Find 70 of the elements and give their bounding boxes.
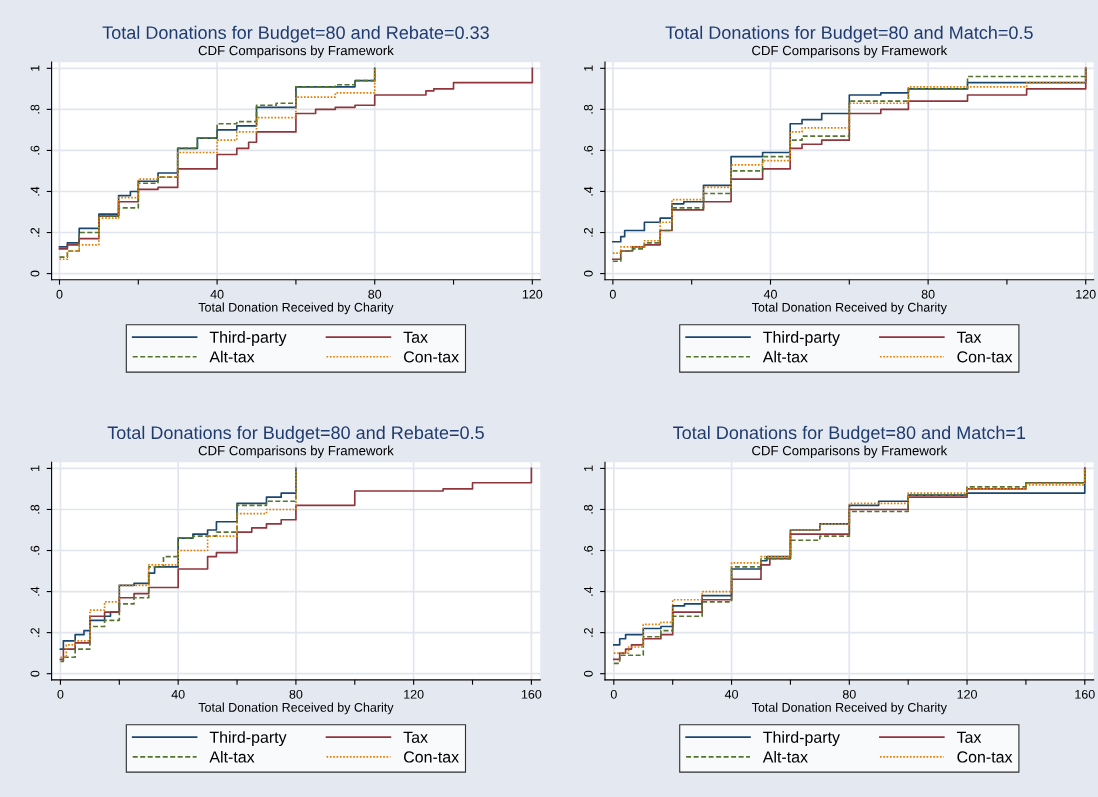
- legend-label: Third-party: [209, 331, 287, 346]
- y-tick-label: .2: [583, 227, 593, 237]
- y-tick-label: .4: [584, 586, 593, 596]
- y-tick-label: .8: [30, 104, 40, 114]
- legend-label: Third-party: [763, 331, 840, 346]
- y-tick-label: .4: [30, 186, 40, 196]
- x-tick-label: 80: [921, 289, 935, 299]
- chart-subtitle: CDF Comparisons by Framework: [198, 445, 394, 458]
- y-tick-label: .6: [583, 545, 593, 555]
- x-tick-label: 80: [368, 289, 382, 299]
- x-tick-label: 120: [522, 289, 543, 299]
- y-tick-label: 1: [30, 65, 40, 71]
- x-tick-label: 80: [842, 689, 856, 699]
- x-tick-label: 40: [171, 689, 185, 699]
- x-tick-label: 120: [404, 689, 424, 699]
- chart-title: Total Donations for Budget=80 and Match=0.5: [665, 25, 1033, 43]
- legend-label: Alt-tax: [762, 350, 808, 363]
- y-tick-label: 1: [584, 465, 593, 471]
- legend-label: Tax: [956, 731, 982, 743]
- x-tick-label: 120: [957, 689, 977, 699]
- legend-label: Alt-tax: [209, 750, 255, 763]
- x-tick-label: 80: [289, 689, 303, 699]
- x-tick-label: 40: [724, 689, 739, 699]
- x-axis-title: Total Donation Received by Charity: [198, 702, 394, 715]
- y-tick-label: .8: [30, 504, 40, 514]
- y-tick-label: 0: [30, 270, 40, 277]
- y-tick-label: .2: [30, 227, 40, 237]
- y-tick-label: .8: [583, 504, 593, 514]
- y-tick-label: 1: [30, 465, 40, 471]
- x-tick-label: 160: [521, 689, 542, 699]
- x-axis-title: Total Donation Received by Charity: [198, 302, 394, 315]
- y-tick-label: .4: [584, 186, 593, 196]
- chart-title: Total Donations for Budget=80 and Rebate=0.33: [102, 25, 489, 43]
- chart-subtitle: CDF Comparisons by Framework: [198, 45, 394, 58]
- legend-label: Con-tax: [957, 751, 1013, 763]
- x-tick-label: 0: [57, 689, 64, 699]
- legend-label: Tax: [403, 331, 428, 343]
- chart-title: Total Donations for Budget=80 and Rebate=0.5: [107, 425, 484, 443]
- legend-label: Tax: [956, 331, 982, 343]
- y-tick-label: .2: [30, 628, 40, 637]
- y-tick-label: .8: [583, 104, 593, 114]
- y-tick-label: 0: [583, 270, 593, 277]
- legend-label: Alt-tax: [209, 350, 255, 363]
- chart-title: Total Donations for Budget=80 and Match=1: [673, 425, 1026, 443]
- x-tick-label: 0: [56, 289, 63, 299]
- y-tick-label: 0: [30, 670, 40, 677]
- y-tick-label: 0: [583, 670, 593, 677]
- legend-label: Con-tax: [404, 351, 459, 363]
- chart-subtitle: CDF Comparisons by Framework: [752, 45, 948, 58]
- y-tick-label: .6: [30, 145, 40, 155]
- x-tick-label: 120: [1076, 289, 1096, 299]
- x-tick-label: 160: [1075, 689, 1095, 699]
- y-tick-label: .6: [583, 145, 593, 155]
- x-tick-label: 0: [610, 689, 617, 699]
- legend-label: Third-party: [763, 731, 840, 747]
- legend-label: Alt-tax: [762, 750, 808, 763]
- chart-subtitle: CDF Comparisons by Framework: [752, 445, 948, 458]
- legend-label: Con-tax: [957, 351, 1013, 363]
- y-tick-label: .2: [583, 628, 593, 637]
- legend-label: Con-tax: [404, 751, 459, 763]
- x-tick-label: 0: [609, 289, 616, 299]
- y-tick-label: 1: [584, 65, 593, 71]
- legend-label: Third-party: [209, 731, 287, 747]
- x-tick-label: 40: [763, 289, 777, 299]
- y-tick-label: .4: [30, 586, 40, 596]
- x-axis-title: Total Donation Received by Charity: [751, 302, 947, 315]
- y-tick-label: .6: [30, 545, 40, 555]
- x-tick-label: 40: [210, 289, 224, 299]
- x-axis-title: Total Donation Received by Charity: [751, 702, 947, 715]
- legend-label: Tax: [403, 731, 428, 743]
